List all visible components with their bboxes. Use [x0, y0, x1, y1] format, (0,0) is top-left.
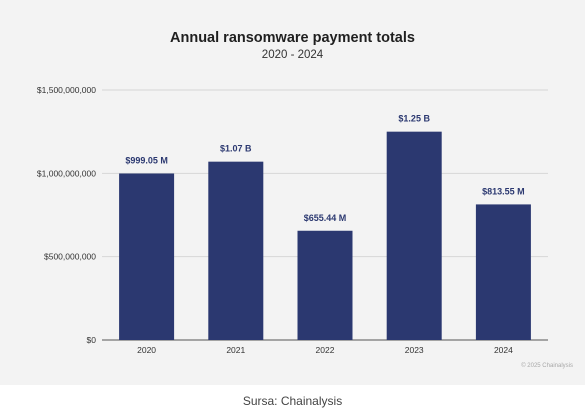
- bar-2023: [386, 131, 442, 340]
- x-tick-label: 2021: [226, 345, 245, 355]
- bar-2020: [119, 173, 175, 340]
- x-tick-label: 2024: [494, 345, 513, 355]
- data-label: $655.44 M: [304, 213, 347, 223]
- x-tick-label: 2022: [316, 345, 335, 355]
- y-tick-label: $1,000,000,000: [37, 168, 96, 178]
- data-label: $1.25 B: [398, 114, 430, 124]
- chart-watermark: © 2025 Chainalysis: [521, 363, 573, 369]
- bar-chart: $0 $500,000,000 $1,000,000,000 $1,500,000,0…: [37, 85, 548, 355]
- x-tick-label: 2020: [137, 345, 156, 355]
- y-tick-label: $1,500,000,000: [37, 85, 96, 95]
- bar-2021: [208, 161, 264, 340]
- chart-subtitle: 2020 - 2024: [261, 49, 324, 61]
- data-label: $1.07 B: [220, 144, 252, 154]
- chart-panel: Annual ransomware payment totals 2020 - …: [0, 0, 585, 385]
- data-label: $999.05 M: [125, 155, 168, 165]
- y-tick-label: $500,000,000: [44, 252, 96, 262]
- data-label: $813.55 M: [482, 186, 525, 196]
- bar-2022: [297, 230, 353, 340]
- x-tick-label: 2023: [405, 345, 424, 355]
- source-caption: Sursa: Chainalysis: [242, 394, 343, 408]
- bar-2024: [475, 204, 531, 340]
- y-tick-label: $0: [87, 335, 97, 345]
- chart-title: Annual ransomware payment totals: [170, 30, 415, 46]
